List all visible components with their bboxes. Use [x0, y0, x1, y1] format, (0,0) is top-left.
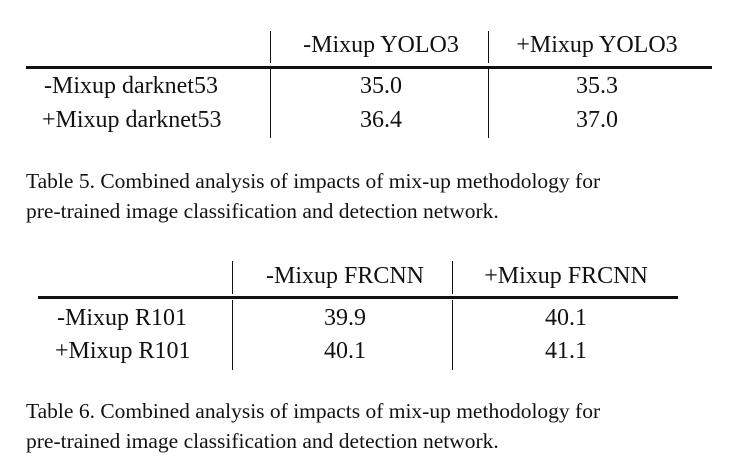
table6-row-label: -Mixup R101: [57, 305, 188, 331]
table5-cell: 35.3: [576, 73, 618, 99]
table6-header-divider-right: [452, 261, 454, 294]
table6-header-divider-left: [232, 261, 234, 294]
table6-cell: 40.1: [324, 338, 366, 364]
table6-cell: 41.1: [545, 338, 587, 364]
table6-row-label: +Mixup R101: [55, 338, 191, 364]
table5-col-header-minus-yolo3: -Mixup YOLO3: [303, 32, 459, 58]
table5-col-header-plus-yolo3: +Mixup YOLO3: [516, 32, 678, 58]
table5-header-divider-left: [270, 31, 272, 63]
table6-body-divider-right: [452, 300, 454, 370]
table5-caption-line-1: Table 5. Combined analysis of impacts of…: [26, 169, 601, 193]
table6-col-header-plus-frcnn: +Mixup FRCNN: [484, 263, 648, 289]
table6-body-divider-left: [232, 300, 234, 370]
table5-caption-line-2: pre-trained image classification and det…: [26, 199, 499, 223]
table5-row-label: +Mixup darknet53: [42, 107, 222, 133]
table5-cell: 35.0: [360, 73, 402, 99]
table6-header-rule: [38, 296, 678, 299]
table5-row-label: -Mixup darknet53: [44, 73, 218, 99]
table6-caption-line-1: Table 6. Combined analysis of impacts of…: [26, 399, 601, 423]
table6-caption-line-2: pre-trained image classification and det…: [26, 429, 499, 453]
table6-cell: 39.9: [324, 305, 366, 331]
table5-header-divider-right: [488, 31, 490, 63]
table5-caption: Table 5. Combined analysis of impacts of…: [26, 166, 743, 226]
table5-cell: 37.0: [576, 107, 618, 133]
table5-cell: 36.4: [360, 107, 402, 133]
table5-body-divider-left: [270, 69, 272, 138]
table5-body-divider-right: [488, 69, 490, 138]
table6-cell: 40.1: [545, 305, 587, 331]
table5-header-rule: [26, 66, 712, 69]
table6-caption: Table 6. Combined analysis of impacts of…: [26, 396, 743, 456]
table6-col-header-minus-frcnn: -Mixup FRCNN: [265, 263, 425, 289]
